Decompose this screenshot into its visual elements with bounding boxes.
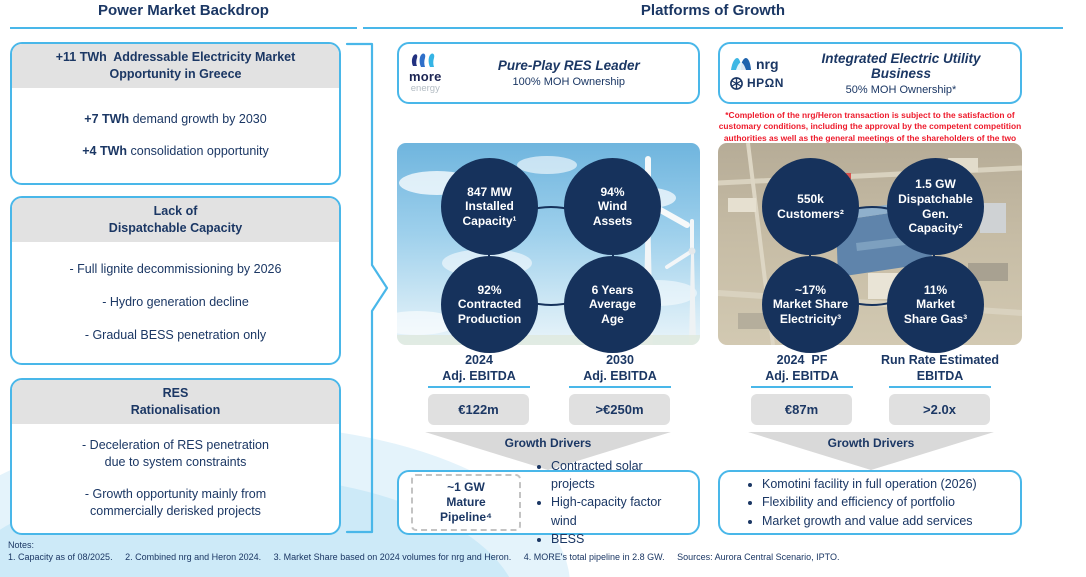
backdrop-item: - Full lignite decommissioning by 2026 (69, 262, 282, 277)
metric-value-run-rate-ebitda: >2.0x (889, 394, 990, 425)
more-growth-bullets: Contracted solar projects High-capacity … (533, 457, 686, 548)
right-section-title: Platforms of Growth (640, 2, 786, 19)
nrg-heron-logos: nrg ΗΡΩΝ (730, 56, 784, 90)
notes-label: Notes: (8, 540, 35, 550)
growth-bullet: Contracted solar projects (551, 457, 686, 493)
stat-circle-contracted-production: 92% Contracted Production (441, 256, 538, 353)
more-title: Pure-Play RES Leader (497, 58, 640, 73)
more-energy-logo: more energy (409, 52, 442, 94)
more-subtitle: 100% MOH Ownership (512, 76, 626, 88)
metric-underline (569, 386, 671, 388)
growth-drivers-arrow-icon (425, 432, 671, 470)
item-value: +4 TWh (82, 144, 128, 159)
stat-circle-market-share-electricity: ~17% Market Share Electricity³ (762, 256, 859, 353)
stat-circle-wind-assets: 94% Wind Assets (564, 158, 661, 255)
backdrop-box-body: +7 TWh demand growth by 2030 +4 TWh cons… (12, 88, 339, 183)
metric-label-2030-ebitda: 2030 Adj. EBITDA (583, 353, 657, 384)
mature-pipeline-badge: ~1 GW Mature Pipeline⁴ (411, 474, 521, 531)
growth-bullet: Flexibility and efficiency of portfolio (762, 493, 977, 511)
backdrop-box-body: - Deceleration of RES penetration due to… (12, 424, 339, 533)
growth-drivers-label: Growth Drivers (827, 436, 915, 450)
growth-drivers-label: Growth Drivers (504, 436, 592, 450)
nrg-growth-bullets: Komotini facility in full operation (202… (744, 475, 977, 529)
backdrop-item: - Gradual BESS penetration only (84, 327, 267, 342)
more-energy-header-card: more energy Pure-Play RES Leader 100% MO… (397, 42, 700, 104)
metric-value-2030-ebitda: >€250m (569, 394, 670, 425)
stat-circle-customers: 550k Customers² (762, 158, 859, 255)
left-section-title: Power Market Backdrop (98, 2, 269, 19)
backdrop-box-title: +11 TWh Addressable Electricity Market O… (12, 44, 339, 88)
backdrop-item: - Hydro generation decline (102, 294, 249, 309)
growth-bullet: High-capacity factor wind (551, 493, 686, 529)
stat-circle-average-age: 6 Years Average Age (564, 256, 661, 353)
metric-label-2024-ebitda: 2024 Adj. EBITDA (442, 353, 516, 384)
growth-bullet: Market growth and value add services (762, 512, 977, 530)
backdrop-box-body: - Full lignite decommissioning by 2026 -… (12, 242, 339, 363)
heron-circle-icon (730, 76, 743, 90)
metric-value-2024-ebitda: €122m (428, 394, 529, 425)
metric-label-2024-pf-ebitda: 2024 PF Adj. EBITDA (765, 353, 839, 384)
platform-nrg-heron: nrg ΗΡΩΝ Integrated Electric Utility Bus… (718, 42, 1022, 542)
growth-bullet: BESS (551, 530, 686, 548)
metric-value-2024-pf-ebitda: €87m (751, 394, 852, 425)
growth-drivers-arrow-icon (748, 432, 994, 470)
heron-logo-text: ΗΡΩΝ (747, 76, 784, 90)
metric-label-run-rate-ebitda: Run Rate Estimated EBITDA (880, 353, 1000, 384)
item-value: +7 TWh (84, 111, 130, 126)
notes-line: 1. Capacity as of 08/2025. 2. Combined n… (8, 552, 840, 562)
nrg-subtitle: 50% MOH Ownership* (845, 83, 957, 96)
nrg-logo: nrg (730, 56, 784, 72)
backdrop-box-dispatchable-capacity: Lack of Dispatchable Capacity - Full lig… (10, 196, 341, 365)
nrg-growth-drivers-box: Komotini facility in full operation (202… (718, 470, 1022, 535)
stat-circle-dispatchable-capacity: 1.5 GW Dispatchable Gen. Capacity² (887, 158, 984, 255)
growth-bullet: Komotini facility in full operation (202… (762, 475, 977, 493)
heron-logo: ΗΡΩΝ (730, 76, 784, 90)
backdrop-item: - Deceleration of RES penetration due to… (82, 437, 269, 469)
backdrop-box-addressable-market: +11 TWh Addressable Electricity Market O… (10, 42, 341, 185)
more-logo-text: more (409, 69, 442, 85)
nrg-header-card: nrg ΗΡΩΝ Integrated Electric Utility Bus… (718, 42, 1022, 104)
metric-underline (428, 386, 530, 388)
backdrop-box-res-rationalisation: RES Rationalisation - Deceleration of RE… (10, 378, 341, 535)
backdrop-item: - Growth opportunity mainly from commerc… (84, 487, 267, 519)
right-section-underline (363, 27, 1063, 29)
nrg-title: Integrated Electric Utility Business (821, 50, 981, 81)
stat-circle-installed-capacity: 847 MW Installed Capacity¹ (441, 158, 538, 255)
more-logo-subtext: energy (410, 83, 440, 95)
platform-more-energy: more energy Pure-Play RES Leader 100% MO… (397, 42, 700, 546)
item-text: demand growth by 2030 (129, 111, 267, 126)
left-section-underline (10, 27, 357, 29)
nrg-logo-text: nrg (756, 56, 779, 72)
more-header-text: Pure-Play RES Leader 100% MOH Ownership (450, 58, 688, 88)
item-text: consolidation opportunity (127, 144, 269, 159)
metric-underline (889, 386, 991, 388)
nrg-wave-icon (731, 58, 751, 70)
nrg-header-text: Integrated Electric Utility Business 50%… (792, 51, 1010, 96)
more-growth-drivers-box: ~1 GW Mature Pipeline⁴ Contracted solar … (397, 459, 700, 546)
market-to-platforms-bracket-icon (345, 42, 389, 534)
metric-underline (751, 386, 853, 388)
backdrop-item: +7 TWh demand growth by 2030 (84, 111, 266, 128)
backdrop-box-title: RES Rationalisation (12, 380, 339, 424)
backdrop-item: +4 TWh consolidation opportunity (82, 143, 269, 160)
stat-circle-market-share-gas: 11% Market Share Gas³ (887, 256, 984, 353)
backdrop-box-title: Lack of Dispatchable Capacity (12, 198, 339, 242)
more-energy-wave-icon (412, 53, 435, 68)
